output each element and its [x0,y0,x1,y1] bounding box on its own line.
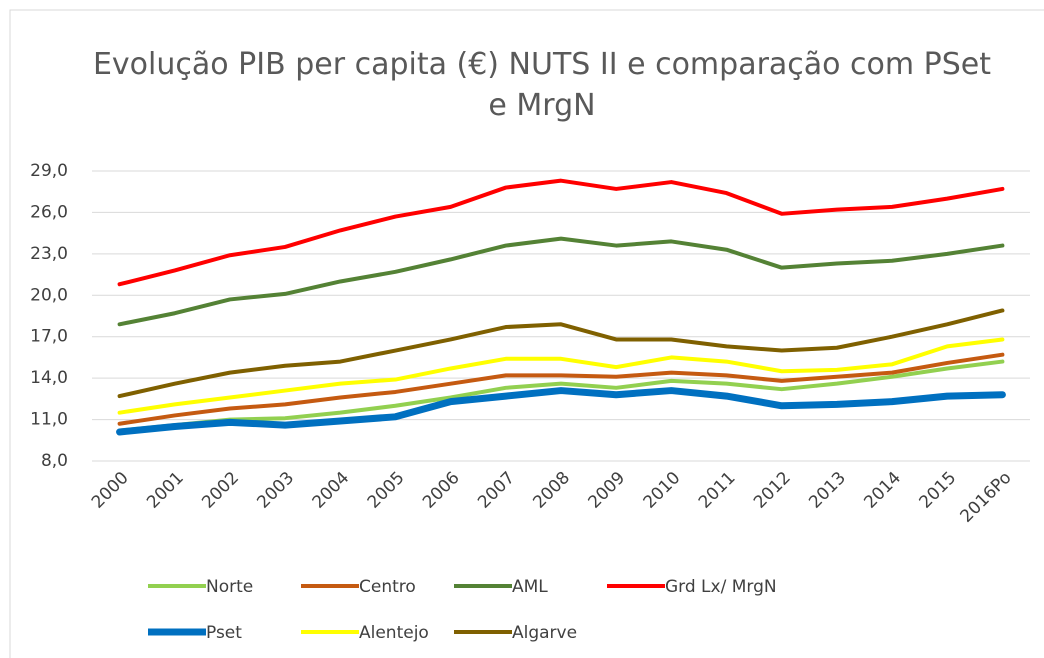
legend-label: Centro [359,577,416,597]
legend-label: Grd Lx/ MrgN [665,577,777,597]
y-tick-label: 23,0 [30,244,68,264]
y-tick-label: 11,0 [30,410,68,430]
y-tick-label: 8,0 [41,451,68,471]
y-tick-label: 17,0 [30,327,68,347]
series-line [116,387,1006,436]
series-line [117,308,1005,399]
legend-label: AML [512,577,548,597]
series-line [117,337,1005,415]
legend-label: Norte [206,577,253,597]
series-line [117,359,1005,433]
series-line [117,352,1005,426]
y-tick-label: 14,0 [30,368,68,388]
y-tick-label: 26,0 [30,202,68,222]
y-tick-label: 20,0 [30,285,68,305]
legend-label: Algarve [512,623,577,643]
chart-border [9,9,1044,658]
series-line [117,236,1005,327]
series-line [117,178,1005,287]
y-tick-label: 29,0 [30,161,68,181]
chart-title: Evolução PIB per capita (€) NUTS II e co… [92,47,992,123]
legend-label: Alentejo [359,623,429,643]
legend-label: Pset [206,623,242,643]
